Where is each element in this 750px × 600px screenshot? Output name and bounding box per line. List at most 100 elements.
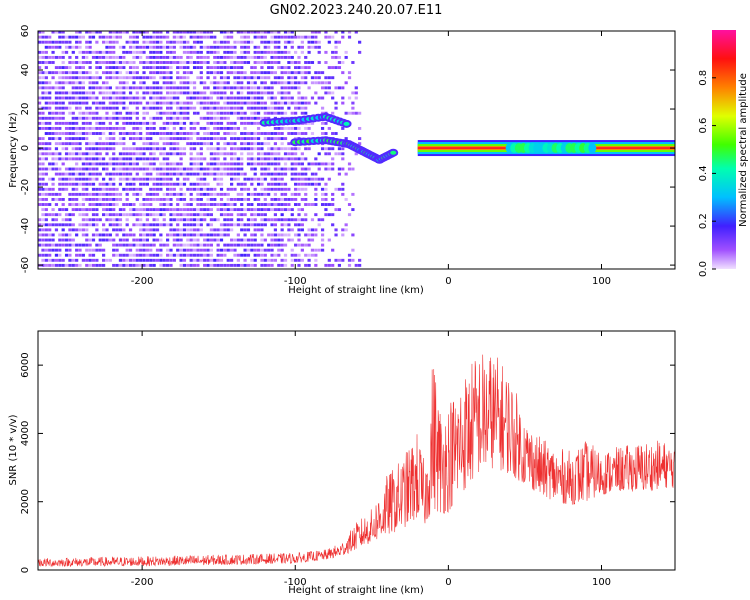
heatmap-cell <box>347 162 352 166</box>
heatmap-cell <box>283 86 288 90</box>
heatmap-cell <box>149 167 153 171</box>
heatmap-cell <box>58 172 62 176</box>
heatmap-cell <box>71 61 75 64</box>
heatmap-cell <box>139 50 143 54</box>
heatmap-cell <box>267 147 271 151</box>
heatmap-cell <box>54 142 59 146</box>
heatmap-cell <box>280 197 284 201</box>
heatmap-cell <box>267 152 271 156</box>
heatmap-cell <box>253 197 257 201</box>
heatmap-cell <box>277 40 281 44</box>
heatmap-cell <box>139 182 143 186</box>
heatmap-cell <box>142 31 146 34</box>
heatmap-cell <box>230 238 234 242</box>
heatmap-cell <box>44 208 48 212</box>
heatmap-cell <box>253 101 257 105</box>
heatmap-cell <box>300 81 304 85</box>
heatmap-cell <box>186 142 190 146</box>
heatmap-cell <box>243 121 247 125</box>
heatmap-cell <box>246 248 251 252</box>
heatmap-cell <box>102 162 106 166</box>
heatmap-cell <box>118 238 123 242</box>
heatmap-cell <box>95 55 99 59</box>
heatmap-cell <box>260 248 264 252</box>
heatmap-cell <box>337 258 342 262</box>
heatmap-cell <box>233 253 237 257</box>
heatmap-cell <box>263 132 267 135</box>
heatmap-cell <box>95 258 99 262</box>
heatmap-cell <box>260 35 264 39</box>
heatmap-cell <box>297 71 301 75</box>
heatmap-cell <box>54 45 59 49</box>
heatmap-cell <box>41 197 45 201</box>
heatmap-cell <box>182 50 187 54</box>
heatmap-cell <box>283 40 288 44</box>
heatmap-cell <box>337 61 342 64</box>
heatmap-cell <box>142 116 146 120</box>
heatmap-cell <box>327 40 331 44</box>
heatmap-cell <box>283 101 288 105</box>
heatmap-cell <box>81 71 85 75</box>
snr-y-label: SNR (10 * v/v) <box>8 414 19 485</box>
heatmap-cell <box>358 263 362 267</box>
heatmap-cell <box>125 96 129 100</box>
heatmap-cell <box>240 111 244 115</box>
heatmap-cell <box>145 147 149 151</box>
heatmap-cell <box>176 223 180 227</box>
heatmap-cell <box>142 147 146 151</box>
heatmap-cell <box>253 55 257 59</box>
heatmap-cell <box>213 132 217 135</box>
heatmap-cell <box>236 172 240 176</box>
heatmap-cell <box>182 167 187 171</box>
heatmap-cell <box>125 40 129 44</box>
heatmap-cell <box>267 243 271 247</box>
heatmap-cell <box>128 111 133 115</box>
heatmap-cell <box>337 55 342 59</box>
heatmap-cell <box>142 238 146 242</box>
heatmap-cell <box>206 172 210 176</box>
heatmap-cell <box>145 137 149 141</box>
heatmap-cell <box>246 116 251 120</box>
heatmap-cell <box>169 71 173 75</box>
heatmap-cell <box>331 213 335 217</box>
heatmap-cell <box>294 197 298 201</box>
heatmap-cell <box>155 253 160 257</box>
heatmap-cell <box>186 137 190 141</box>
heatmap-cell <box>253 253 257 257</box>
heatmap-cell <box>206 167 210 171</box>
heatmap-cell <box>142 203 146 206</box>
heatmap-cell <box>327 162 331 166</box>
heatmap-cell <box>125 152 129 156</box>
heatmap-cell <box>169 162 173 166</box>
heatmap-cell <box>64 76 69 80</box>
heatmap-cell <box>64 45 69 49</box>
heatmap-cell <box>320 147 325 151</box>
heatmap-cell <box>273 258 278 262</box>
heatmap-cell <box>172 40 176 44</box>
heatmap-cell <box>149 86 153 90</box>
heatmap-cell <box>253 142 257 146</box>
heatmap-cell <box>155 111 160 115</box>
heatmap-cell <box>108 40 112 44</box>
heatmap-cell <box>206 111 210 115</box>
heatmap-cell <box>95 248 99 252</box>
heatmap-cell <box>75 263 79 267</box>
heatmap-cell <box>172 35 176 39</box>
heatmap-cell <box>135 197 139 201</box>
heatmap-cell <box>230 142 234 146</box>
heatmap-cell <box>256 253 261 257</box>
heatmap-cell <box>226 116 230 120</box>
heatmap-cell <box>162 111 166 115</box>
heatmap-cell <box>253 45 257 49</box>
heatmap-cell <box>297 182 301 186</box>
heatmap-cell <box>179 55 183 59</box>
heatmap-cell <box>155 167 160 171</box>
heatmap-cell <box>243 50 247 54</box>
heatmap-cell <box>105 111 109 115</box>
heatmap-cell <box>213 192 217 196</box>
heatmap-cell <box>125 223 129 227</box>
heatmap-cell <box>155 116 160 120</box>
heatmap-cell <box>186 45 190 49</box>
heatmap-cell <box>78 152 82 156</box>
heatmap-cell <box>226 96 230 100</box>
